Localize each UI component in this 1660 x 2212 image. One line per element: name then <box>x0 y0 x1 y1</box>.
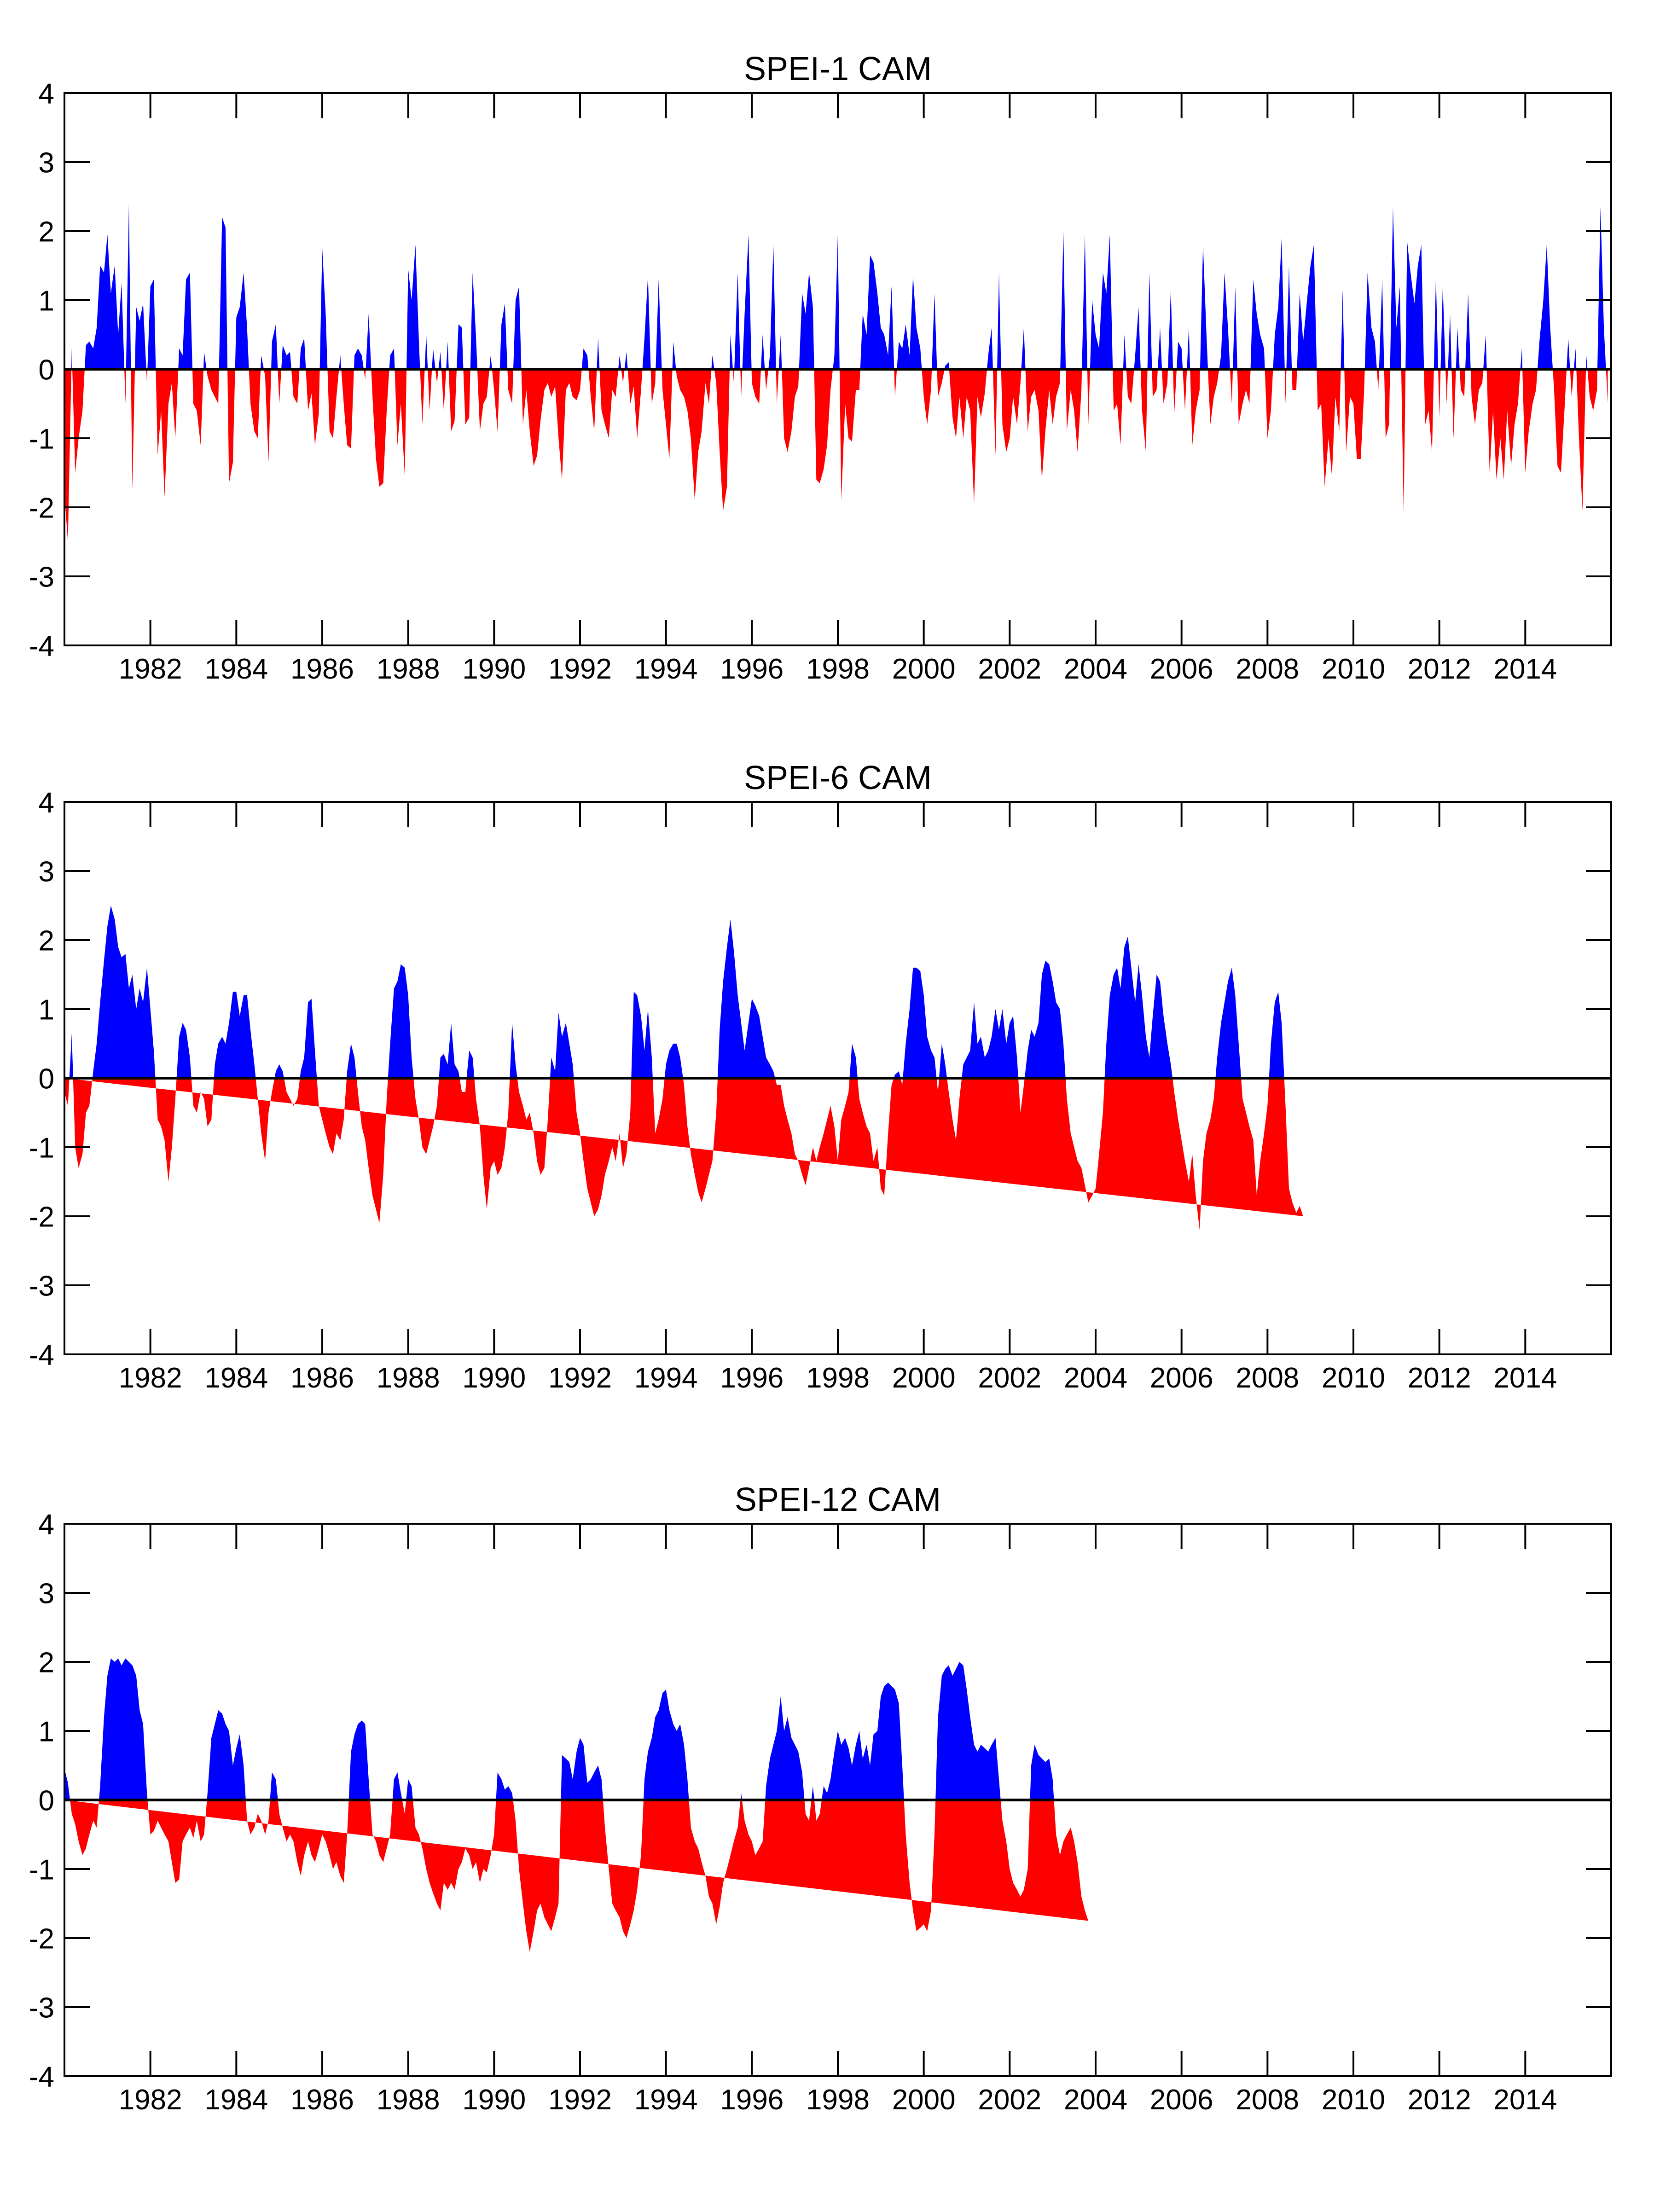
x-tick-label: 2008 <box>1236 1362 1299 1394</box>
x-tick-label: 1982 <box>119 653 182 685</box>
x-tick-label: 1992 <box>548 1362 612 1394</box>
x-tick-label: 1988 <box>377 2084 440 2116</box>
x-tick-label: 1986 <box>290 1362 354 1394</box>
y-tick-label: 0 <box>39 354 54 386</box>
x-tick-label: 1994 <box>634 2084 698 2116</box>
y-tick-label: -2 <box>29 492 54 524</box>
x-tick-label: 1990 <box>462 653 526 685</box>
x-tick-label: 1992 <box>548 2084 612 2116</box>
x-tick-label: 2014 <box>1493 653 1557 685</box>
y-tick-label: 3 <box>39 856 54 888</box>
x-tick-label: 1986 <box>290 653 354 685</box>
panel-spei-12: SPEI-12 CAM 4 3 2 1 0 -1 -2 -3 -4 1982 1984 1986 1988… <box>29 1481 1612 2116</box>
y-tick-label: -1 <box>29 1132 54 1164</box>
y-tick-label: 0 <box>39 1063 54 1095</box>
x-tick-label: 2006 <box>1150 653 1213 685</box>
y-tick-label: -2 <box>29 1923 54 1955</box>
panel-spei-6: SPEI-6 CAM 4 3 2 1 0 -1 -2 -3 -4 1982 1984 1986 1988 1… <box>29 760 1612 1394</box>
x-tick-label: 2000 <box>892 1362 956 1394</box>
x-tick-label: 2006 <box>1150 1362 1213 1394</box>
x-tick-label: 2008 <box>1236 2084 1299 2116</box>
y-tick-label: 4 <box>39 1509 54 1540</box>
x-tick-label: 1984 <box>204 653 268 685</box>
chart-title: SPEI-1 CAM <box>744 51 932 87</box>
x-tick-label: 1992 <box>548 653 612 685</box>
x-tick-label: 1990 <box>462 1362 526 1394</box>
series-positive-area <box>64 906 1284 1078</box>
x-tick-label: 2000 <box>892 2084 956 2116</box>
x-tick-label: 2002 <box>978 1362 1041 1394</box>
y-tick-label: 2 <box>39 216 54 248</box>
x-tick-label: 1986 <box>290 2084 354 2116</box>
series-positive-area <box>64 203 1608 369</box>
x-tick-label: 1982 <box>119 1362 182 1394</box>
x-tick-label: 2012 <box>1408 1362 1471 1394</box>
x-tick-label: 1988 <box>377 1362 440 1394</box>
y-tick-label: -4 <box>29 2061 54 2093</box>
x-tick-label: 1988 <box>377 653 440 685</box>
x-tick-label: 2008 <box>1236 653 1299 685</box>
x-tick-label: 1994 <box>634 1362 698 1394</box>
x-tick-label: 1984 <box>204 2084 268 2116</box>
y-tick-label: -4 <box>29 630 54 662</box>
x-tick-label: 2004 <box>1064 1362 1127 1394</box>
x-tick-label: 2010 <box>1322 2084 1385 2116</box>
panel-spei-1: SPEI-1 CAM 4 3 2 1 0 -1 -2 -3 -4 1982 1984 1986 1988 1… <box>29 51 1612 685</box>
x-tick-label: 1994 <box>634 653 698 685</box>
x-tick-label: 2012 <box>1408 653 1471 685</box>
chart-title: SPEI-6 CAM <box>744 760 932 796</box>
y-tick-label: -2 <box>29 1201 54 1233</box>
x-tick-label: 1998 <box>806 653 870 685</box>
x-tick-label: 2002 <box>978 653 1041 685</box>
x-tick-label: 1996 <box>720 1362 784 1394</box>
x-tick-label: 2002 <box>978 2084 1041 2116</box>
x-tick-label: 2012 <box>1408 2084 1471 2116</box>
y-tick-label: -1 <box>29 1854 54 1886</box>
chart-title: SPEI-12 CAM <box>735 1481 941 1518</box>
y-tick-label: 1 <box>39 1716 54 1748</box>
y-tick-label: -1 <box>29 423 54 455</box>
y-tick-label: 3 <box>39 147 54 179</box>
x-tick-label: 1998 <box>806 2084 870 2116</box>
x-tick-label: 2014 <box>1493 1362 1557 1394</box>
x-tick-label: 2014 <box>1493 2084 1557 2116</box>
y-tick-label: 1 <box>39 994 54 1026</box>
x-tick-label: 1990 <box>462 2084 526 2116</box>
y-tick-label: -4 <box>29 1339 54 1371</box>
x-tick-label: 2010 <box>1322 653 1385 685</box>
y-tick-label: 4 <box>39 78 54 110</box>
x-tick-label: 1998 <box>806 1362 870 1394</box>
x-tick-label: 2004 <box>1064 653 1127 685</box>
x-tick-label: 1984 <box>204 1362 268 1394</box>
y-tick-label: 2 <box>39 1647 54 1678</box>
y-tick-label: 0 <box>39 1785 54 1817</box>
y-tick-label: -3 <box>29 1992 54 2024</box>
series-positive-area <box>64 1658 1054 1800</box>
x-tick-label: 2010 <box>1322 1362 1385 1394</box>
y-tick-label: 2 <box>39 925 54 957</box>
y-tick-label: 3 <box>39 1578 54 1609</box>
y-tick-label: -3 <box>29 561 54 593</box>
series-negative-area <box>64 1078 1303 1230</box>
x-tick-label: 1996 <box>720 653 784 685</box>
x-tick-label: 1982 <box>119 2084 182 2116</box>
series-negative-area <box>64 1800 1089 1952</box>
x-tick-label: 2000 <box>892 653 956 685</box>
x-tick-label: 2006 <box>1150 2084 1213 2116</box>
y-tick-label: 4 <box>39 787 54 819</box>
x-tick-label: 2004 <box>1064 2084 1127 2116</box>
series-negative-area <box>64 369 1608 542</box>
y-tick-label: 1 <box>39 285 54 317</box>
y-tick-label: -3 <box>29 1270 54 1302</box>
x-tick-label: 1996 <box>720 2084 784 2116</box>
